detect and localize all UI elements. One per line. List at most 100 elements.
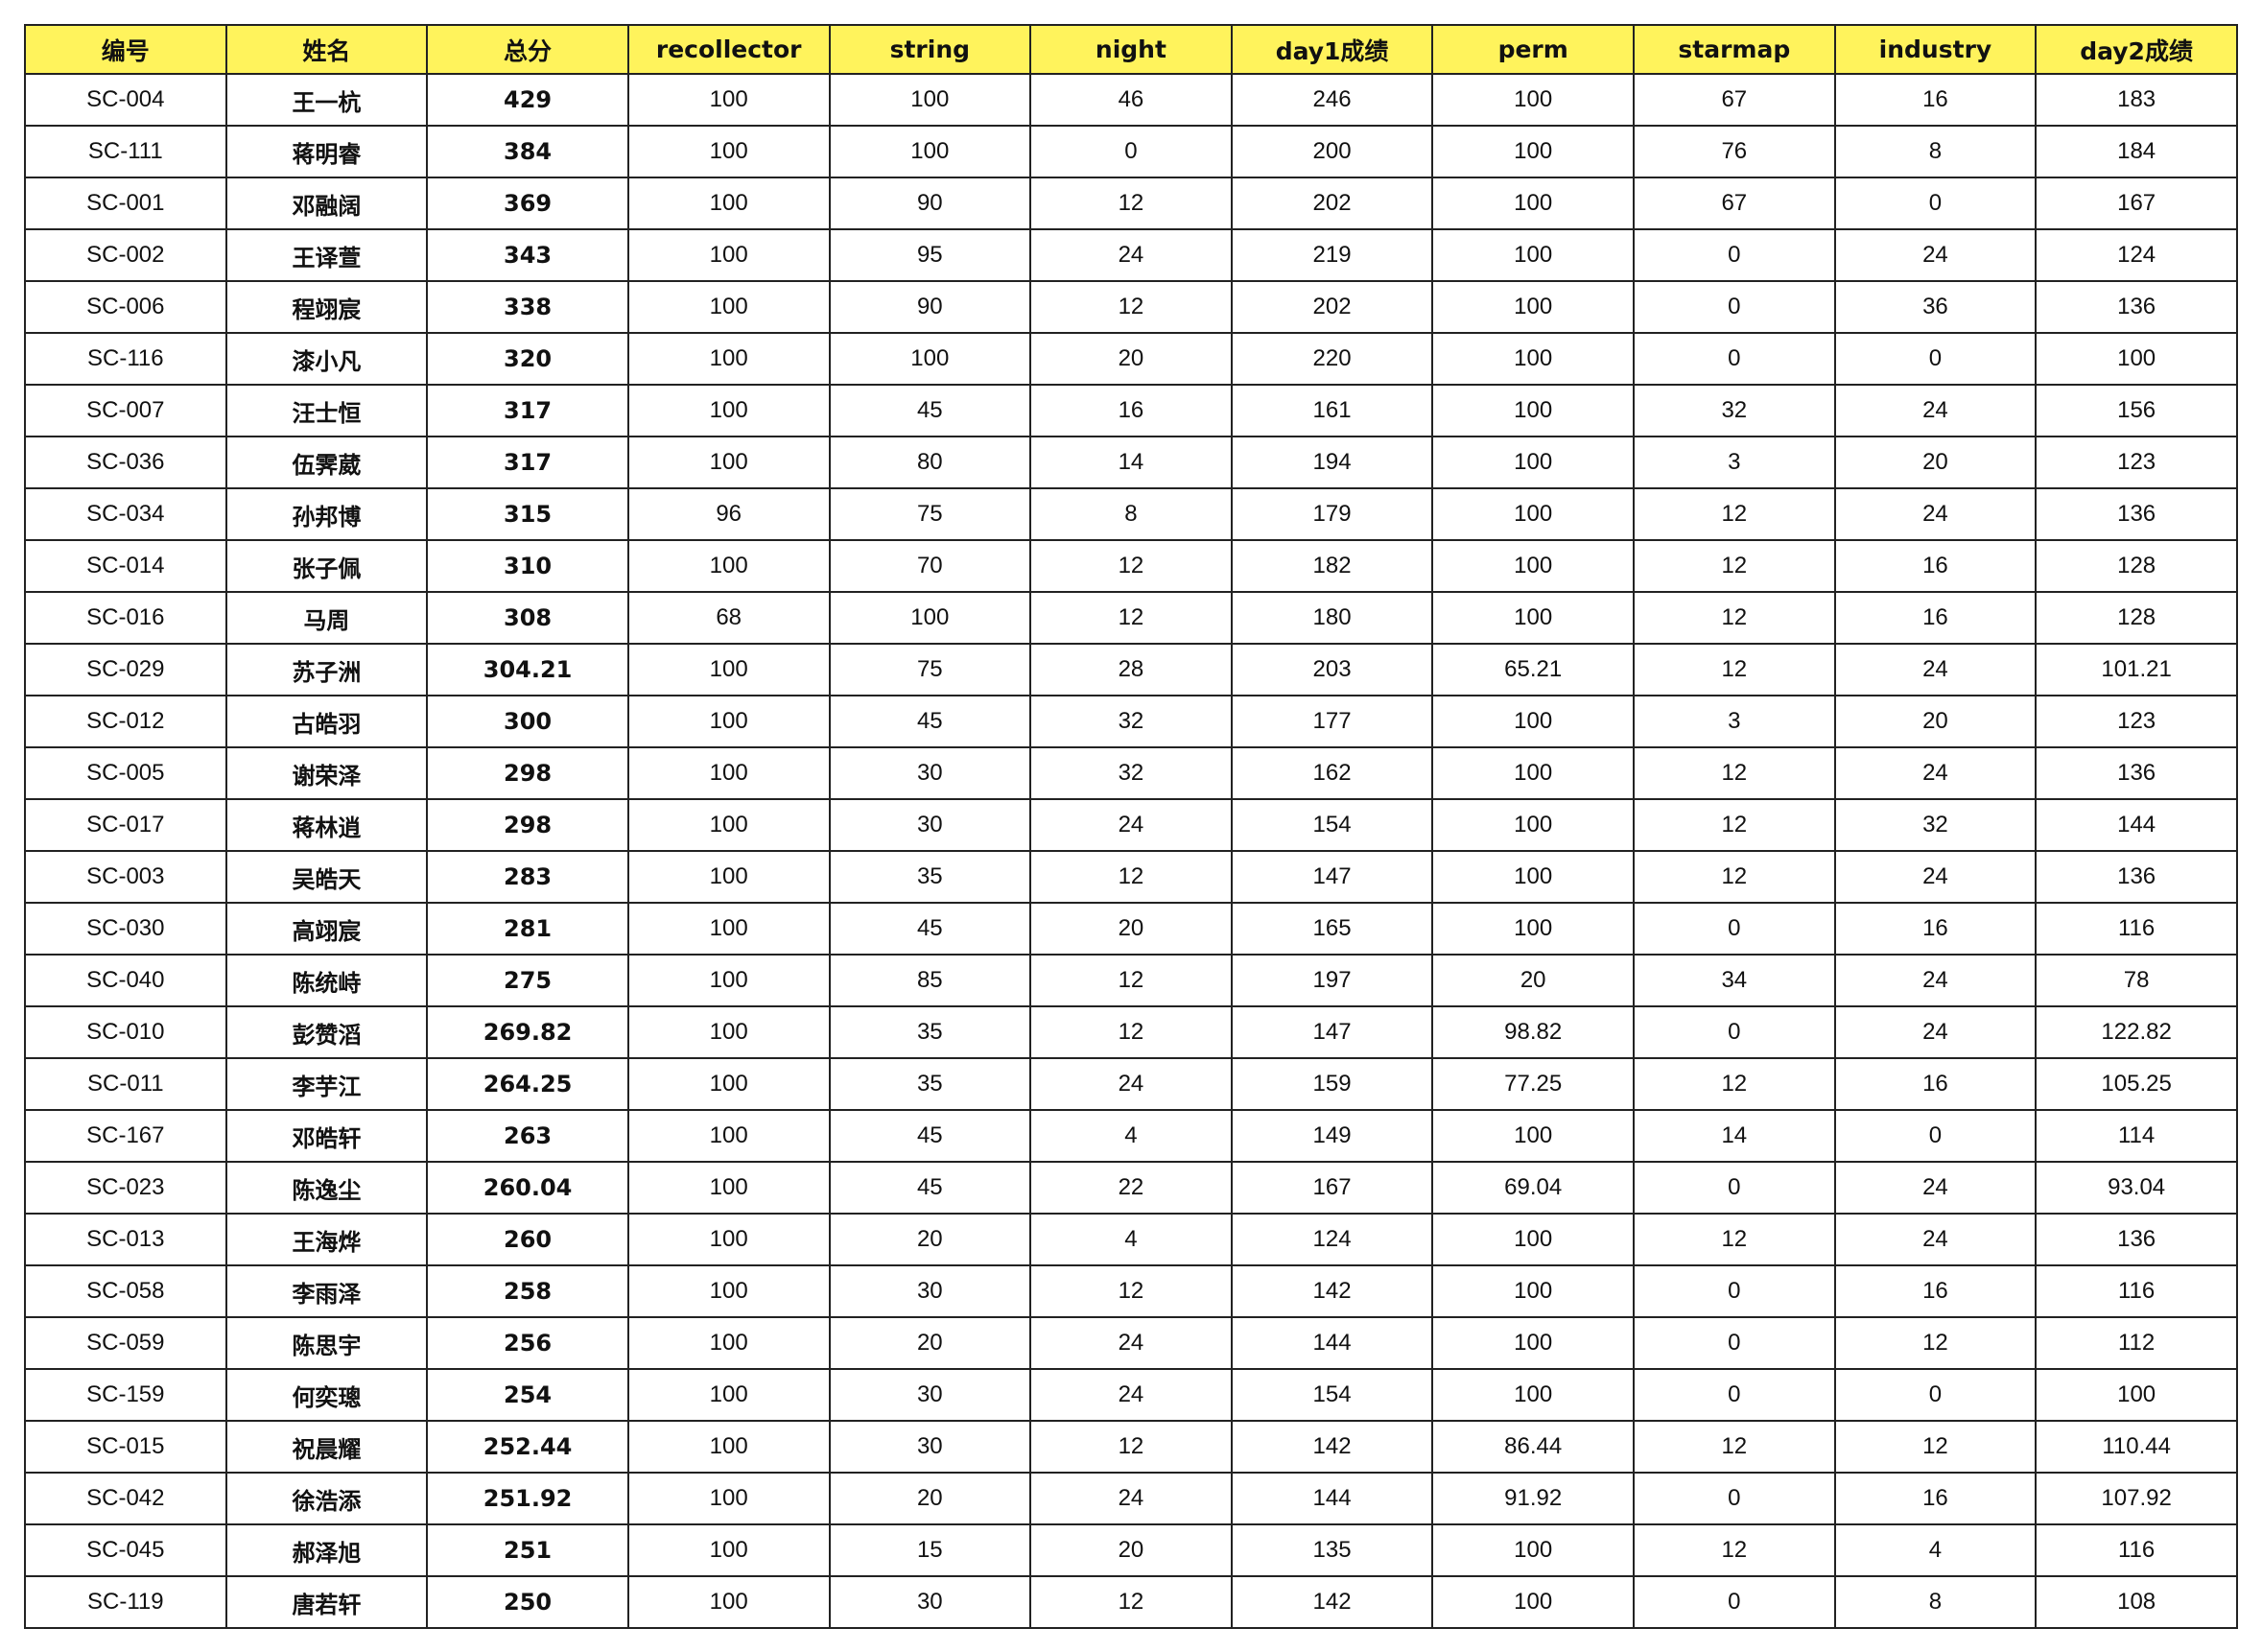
table-row: SC-002 王译萱 343 100 95 24 219 100 0 24 124 [24, 228, 2238, 282]
cell-perm: 100 [1431, 332, 1635, 386]
cell-total: 260.04 [426, 1161, 629, 1215]
cell-day1-score: 179 [1230, 487, 1434, 541]
cell-string: 20 [828, 1213, 1032, 1266]
cell-night: 12 [1029, 591, 1233, 645]
cell-day2-score: 184 [2035, 125, 2238, 178]
cell-industry: 8 [1833, 125, 2038, 178]
table-body: SC-004 王一杭 429 100 100 46 246 100 67 16 183 SC-111 蒋… [24, 73, 2238, 1629]
cell-day2-score: 183 [2035, 73, 2238, 127]
cell-industry: 8 [1833, 1575, 2038, 1629]
cell-day1-score: 202 [1230, 280, 1434, 334]
table-row: SC-036 伍霁葳 317 100 80 14 194 100 3 20 123 [24, 436, 2238, 489]
cell-day2-score: 78 [2035, 954, 2238, 1007]
cell-name: 苏子洲 [224, 643, 429, 696]
cell-perm: 100 [1431, 1264, 1635, 1318]
cell-total: 429 [426, 73, 629, 127]
cell-night: 4 [1029, 1109, 1233, 1163]
cell-recollector: 100 [626, 1109, 831, 1163]
cell-recollector: 100 [626, 1264, 831, 1318]
cell-day1-score: 154 [1230, 1368, 1434, 1422]
cell-id: SC-004 [24, 73, 227, 127]
column-header-day2-score: day2成绩 [2035, 24, 2238, 75]
cell-name: 王译萱 [224, 228, 429, 282]
cell-day1-score: 182 [1230, 539, 1434, 593]
table-row: SC-045 郝泽旭 251 100 15 20 135 100 12 4 116 [24, 1523, 2238, 1577]
cell-industry: 24 [1833, 384, 2038, 437]
cell-day2-score: 144 [2035, 798, 2238, 852]
column-header-industry: industry [1833, 24, 2038, 75]
cell-day1-score: 135 [1230, 1523, 1434, 1577]
table-row: SC-111 蒋明睿 384 100 100 0 200 100 76 8 184 [24, 125, 2238, 178]
cell-id: SC-045 [24, 1523, 227, 1577]
cell-id: SC-015 [24, 1420, 227, 1474]
cell-total: 269.82 [426, 1005, 629, 1059]
cell-name: 徐浩添 [224, 1472, 429, 1525]
cell-industry: 24 [1833, 746, 2038, 800]
cell-night: 46 [1029, 73, 1233, 127]
cell-day2-score: 100 [2035, 1368, 2238, 1422]
cell-night: 4 [1029, 1213, 1233, 1266]
cell-total: 304.21 [426, 643, 629, 696]
cell-string: 95 [828, 228, 1032, 282]
cell-day2-score: 136 [2035, 487, 2238, 541]
table-row: SC-005 谢荣泽 298 100 30 32 162 100 12 24 136 [24, 746, 2238, 800]
cell-starmap: 67 [1633, 177, 1836, 230]
table-row: SC-006 程翊宸 338 100 90 12 202 100 0 36 136 [24, 280, 2238, 334]
cell-starmap: 12 [1633, 591, 1836, 645]
cell-day2-score: 107.92 [2035, 1472, 2238, 1525]
cell-string: 45 [828, 1161, 1032, 1215]
cell-perm: 100 [1431, 436, 1635, 489]
cell-day1-score: 161 [1230, 384, 1434, 437]
cell-total: 343 [426, 228, 629, 282]
cell-starmap: 12 [1633, 746, 1836, 800]
cell-day1-score: 197 [1230, 954, 1434, 1007]
table-row: SC-034 孙邦博 315 96 75 8 179 100 12 24 136 [24, 487, 2238, 541]
cell-starmap: 0 [1633, 332, 1836, 386]
cell-day1-score: 124 [1230, 1213, 1434, 1266]
cell-industry: 16 [1833, 1472, 2038, 1525]
cell-recollector: 100 [626, 1472, 831, 1525]
cell-total: 317 [426, 384, 629, 437]
cell-id: SC-003 [24, 850, 227, 904]
cell-string: 45 [828, 1109, 1032, 1163]
table-row: SC-011 李芋江 264.25 100 35 24 159 77.25 12 16 105.25 [24, 1057, 2238, 1111]
table-row: SC-004 王一杭 429 100 100 46 246 100 67 16 183 [24, 73, 2238, 127]
cell-industry: 32 [1833, 798, 2038, 852]
cell-id: SC-001 [24, 177, 227, 230]
cell-night: 12 [1029, 1005, 1233, 1059]
cell-name: 伍霁葳 [224, 436, 429, 489]
cell-night: 22 [1029, 1161, 1233, 1215]
cell-string: 90 [828, 177, 1032, 230]
column-header-id: 编号 [24, 24, 227, 75]
cell-recollector: 96 [626, 487, 831, 541]
cell-total: 310 [426, 539, 629, 593]
table-row: SC-159 何奕璁 254 100 30 24 154 100 0 0 100 [24, 1368, 2238, 1422]
cell-night: 12 [1029, 1264, 1233, 1318]
cell-day2-score: 122.82 [2035, 1005, 2238, 1059]
cell-id: SC-159 [24, 1368, 227, 1422]
cell-night: 20 [1029, 902, 1233, 956]
cell-night: 12 [1029, 539, 1233, 593]
cell-total: 281 [426, 902, 629, 956]
cell-night: 12 [1029, 1420, 1233, 1474]
cell-id: SC-167 [24, 1109, 227, 1163]
cell-string: 45 [828, 902, 1032, 956]
cell-starmap: 12 [1633, 487, 1836, 541]
cell-starmap: 0 [1633, 1472, 1836, 1525]
cell-name: 彭赞滔 [224, 1005, 429, 1059]
cell-starmap: 12 [1633, 1523, 1836, 1577]
cell-perm: 86.44 [1431, 1420, 1635, 1474]
cell-id: SC-014 [24, 539, 227, 593]
cell-day2-score: 136 [2035, 280, 2238, 334]
cell-name: 漆小凡 [224, 332, 429, 386]
cell-id: SC-111 [24, 125, 227, 178]
cell-starmap: 34 [1633, 954, 1836, 1007]
cell-perm: 100 [1431, 902, 1635, 956]
cell-day2-score: 136 [2035, 746, 2238, 800]
table-row: SC-030 高翊宸 281 100 45 20 165 100 0 16 116 [24, 902, 2238, 956]
cell-industry: 24 [1833, 1213, 2038, 1266]
cell-total: 264.25 [426, 1057, 629, 1111]
cell-id: SC-012 [24, 695, 227, 748]
cell-perm: 100 [1431, 1368, 1635, 1422]
cell-string: 100 [828, 332, 1032, 386]
